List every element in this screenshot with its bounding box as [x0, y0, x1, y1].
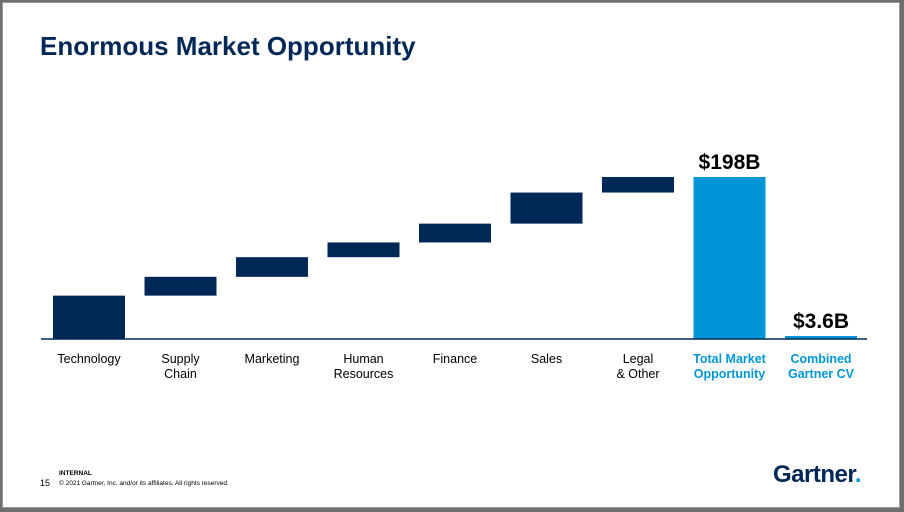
bar-6: [602, 177, 674, 193]
page-number: 15: [40, 478, 51, 488]
category-label-7-1: Opportunity: [694, 367, 766, 381]
bar-2: [236, 257, 308, 277]
bar-7: [693, 177, 766, 339]
classification-label: INTERNAL: [59, 470, 92, 477]
logo-dot: .: [854, 461, 862, 488]
bar-5: [510, 192, 583, 224]
category-label-7-0: Total Market: [693, 352, 767, 366]
category-label-1-0: Supply: [161, 352, 200, 366]
copyright-notice: © 2021 Gartner, Inc. and/or its affiliat…: [59, 480, 229, 487]
bar-1: [144, 276, 217, 296]
category-label-4-0: Finance: [433, 352, 478, 366]
bar-0: [53, 295, 125, 339]
logo-text: Gartner: [773, 461, 855, 488]
category-label-6-1: & Other: [616, 367, 659, 381]
category-label-0-0: Technology: [57, 352, 121, 366]
category-label-3-1: Resources: [334, 367, 394, 381]
category-label-6-0: Legal: [623, 352, 654, 366]
gartner-logo: Gartner.: [773, 461, 862, 489]
data-label-8: $3.6B: [793, 310, 849, 333]
bar-3: [327, 242, 400, 258]
slide-title: Enormous Market Opportunity: [40, 31, 416, 61]
bar-4: [419, 223, 491, 243]
category-label-2-0: Marketing: [245, 352, 300, 366]
data-label-7: $198B: [699, 151, 761, 174]
category-label-5-0: Sales: [531, 352, 562, 366]
category-label-8-0: Combined: [790, 352, 851, 366]
category-label-1-1: Chain: [164, 367, 197, 381]
category-label-3-0: Human: [343, 352, 383, 366]
bar-8: [785, 336, 857, 339]
category-label-8-1: Gartner CV: [788, 367, 855, 381]
